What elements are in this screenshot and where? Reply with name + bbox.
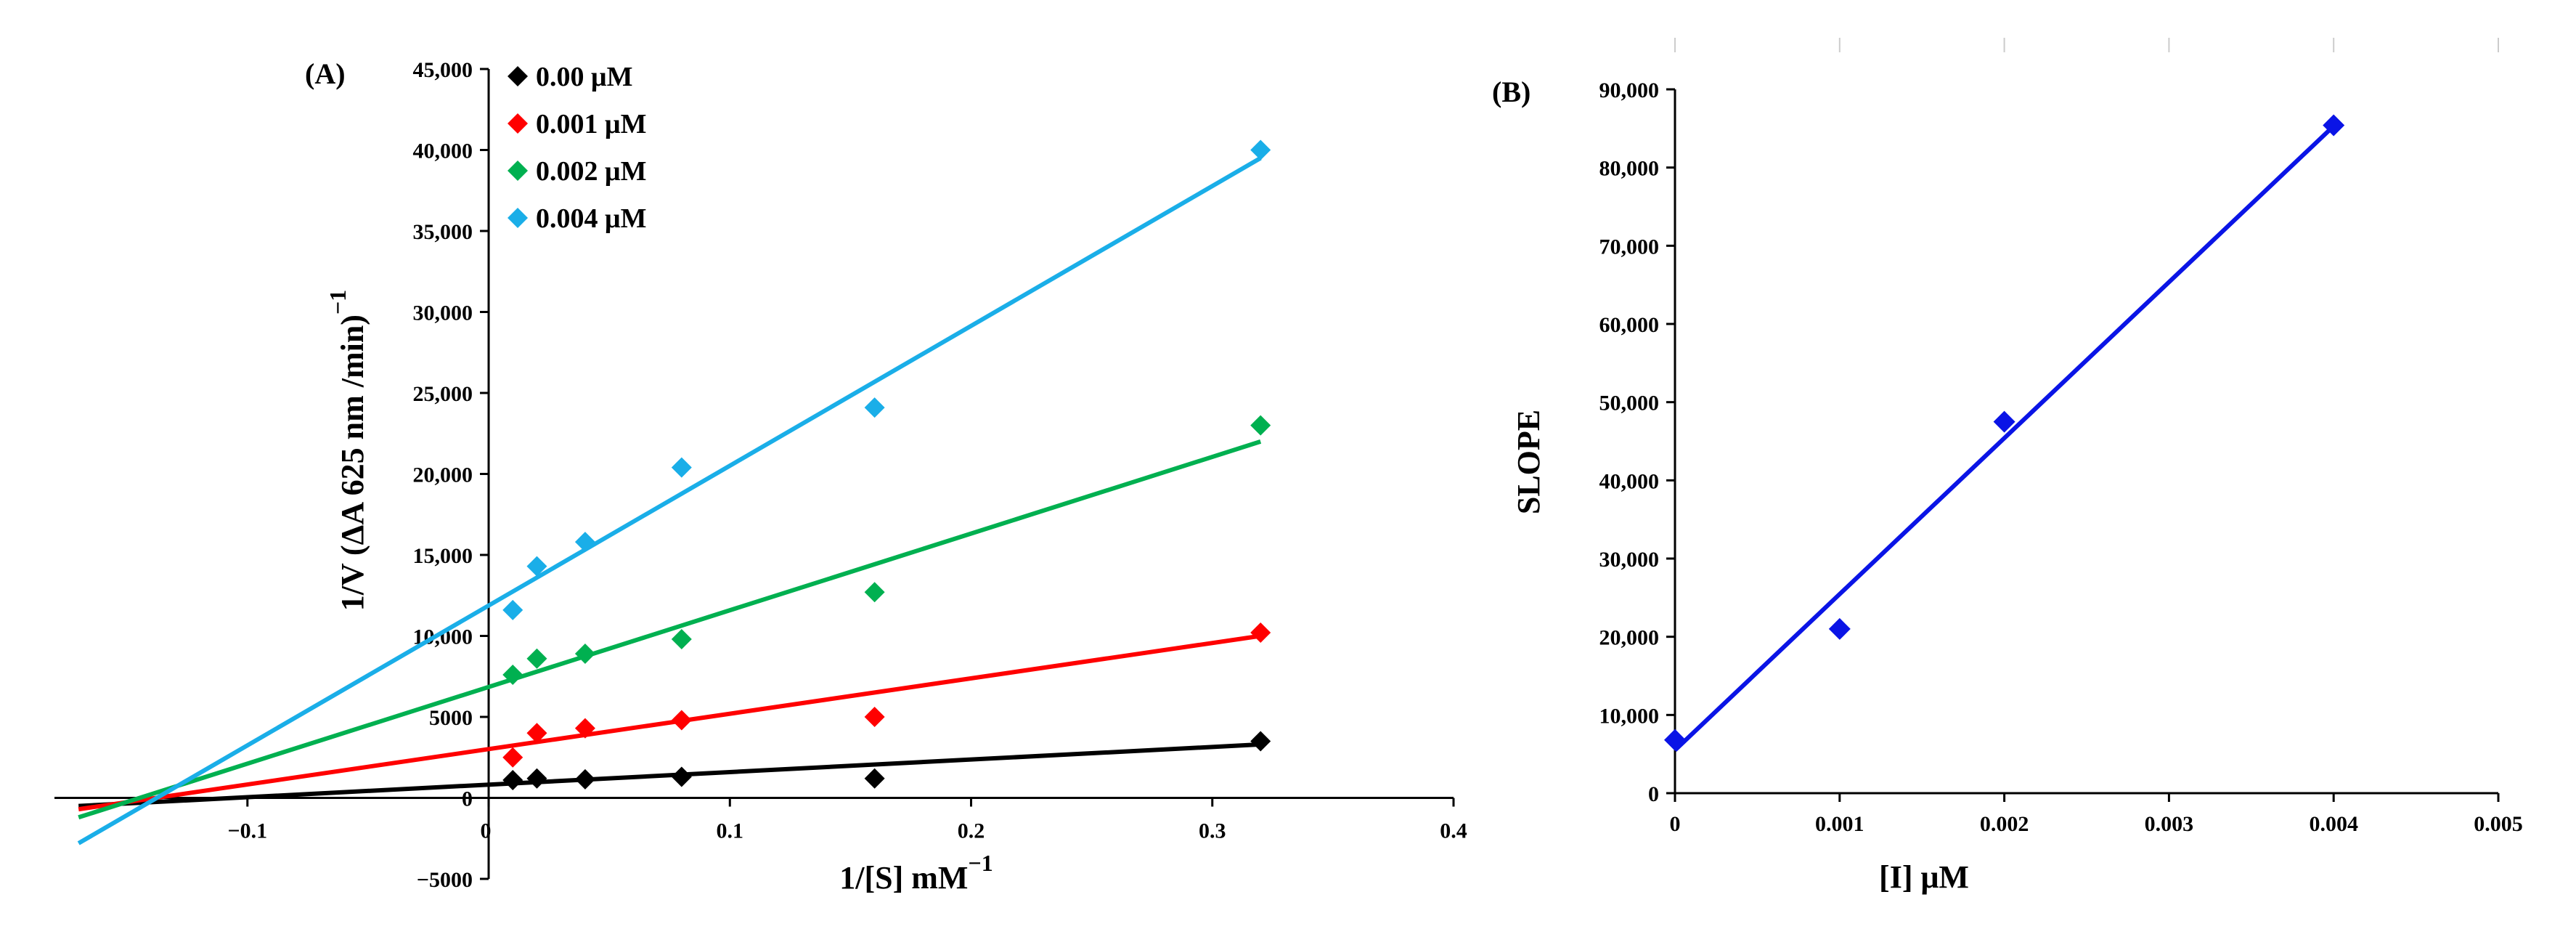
- y-tick-label-b: 0: [1648, 782, 1659, 806]
- y-tick-label-b: 90,000: [1599, 78, 1660, 102]
- x-tick-label-b: 0.001: [1815, 812, 1864, 836]
- x-axis-title-a: 1/[S] mM−1: [839, 850, 993, 896]
- y-tick-label-a: −5000: [417, 868, 473, 892]
- axes-b: [1674, 89, 2498, 795]
- legend-marker-a-0: [508, 66, 529, 86]
- x-tick-label-b: 0.005: [2474, 812, 2523, 836]
- data-point-a-1: [1250, 622, 1271, 644]
- data-point-a-2: [1250, 415, 1271, 436]
- points-a: [502, 139, 1271, 790]
- y-tick-label-b: 10,000: [1599, 704, 1660, 728]
- y-tick-label-a: 25,000: [413, 382, 473, 406]
- data-point-a-3: [502, 599, 523, 620]
- y-tick-label-a: 15,000: [413, 544, 473, 568]
- y-tick-label-a: 30,000: [413, 301, 473, 325]
- y-tick-label-b: 70,000: [1599, 235, 1660, 259]
- x-tick-label-b: 0.002: [1980, 812, 2029, 836]
- data-point-a-2: [574, 644, 595, 665]
- y-tick-label-a: 20,000: [413, 463, 473, 487]
- y-tick-label-b: 60,000: [1599, 313, 1660, 337]
- legend-label-a-2: 0.002 μM: [536, 156, 646, 187]
- x-tick-label-b: 0: [1670, 812, 1681, 836]
- y-tick-label-b: 20,000: [1599, 626, 1660, 650]
- chart-a: (A) −0.1 0 0.1 0.2 0.3 0.4−50000500010,00015,…: [54, 57, 1467, 896]
- legend-label-a-3: 0.004 μM: [536, 203, 646, 234]
- top-ticks-b: [1674, 38, 2499, 52]
- data-point-a-0: [1250, 731, 1271, 752]
- ticks-a: −0.1 0 0.1 0.2 0.3 0.4−50000500010,00015,0002…: [227, 58, 1467, 892]
- fit-lines-b: [1673, 124, 2336, 752]
- y-axis-title-a: 1/V (ΔA 625 nm /min)−1: [325, 290, 370, 611]
- data-point-a-3: [671, 457, 692, 478]
- data-point-b: [2323, 114, 2345, 137]
- data-point-b: [1993, 410, 2015, 433]
- panel-label-a: (A): [305, 57, 346, 90]
- legend-marker-a-3: [508, 208, 529, 228]
- chart-b: (B) 0 0.001 0.002 0.003 0.004 0.005 0 10,000 20,…: [1492, 38, 2523, 895]
- data-point-a-2: [502, 665, 523, 686]
- data-point-a-3: [526, 556, 547, 577]
- data-point-a-3: [1250, 139, 1271, 161]
- data-point-a-3: [574, 532, 595, 553]
- legend-label-a-0: 0.00 μM: [536, 62, 632, 92]
- y-tick-label-a: 40,000: [413, 139, 473, 163]
- y-tick-label-b: 40,000: [1599, 469, 1660, 493]
- y-tick-label-b: 30,000: [1599, 548, 1660, 572]
- legend-marker-a-1: [508, 113, 529, 134]
- data-point-a-2: [526, 648, 547, 669]
- panel-label-b: (B): [1492, 76, 1530, 108]
- data-point-a-1: [502, 747, 523, 768]
- fit-line-a-2: [78, 439, 1262, 820]
- legend-a: 0.00 μM 0.001 μM 0.002 μM 0.004 μM: [508, 62, 646, 234]
- x-tick-label-a: 0.2: [958, 819, 985, 843]
- data-point-a-0: [864, 768, 885, 789]
- fit-line-b: [1673, 124, 2336, 752]
- data-point-a-1: [671, 710, 692, 731]
- data-point-a-0: [526, 768, 547, 789]
- x-tick-label-a: 0: [481, 819, 492, 843]
- ticks-b: 0 0.001 0.002 0.003 0.004 0.005 0 10,000 20,000 3…: [1599, 78, 2523, 836]
- data-point-a-2: [671, 628, 692, 649]
- data-point-a-0: [671, 766, 692, 787]
- fit-line-a-3: [77, 156, 1262, 845]
- x-tick-label-a: 0.3: [1199, 819, 1226, 843]
- y-tick-label-b: 80,000: [1599, 157, 1660, 181]
- y-tick-label-a: 35,000: [413, 220, 473, 244]
- data-point-b: [1664, 729, 1686, 751]
- data-point-a-0: [574, 768, 595, 790]
- fit-lines-a: [77, 156, 1262, 845]
- y-tick-label-b: 50,000: [1599, 392, 1660, 415]
- legend-label-a-1: 0.001 μM: [536, 109, 646, 139]
- data-point-a-3: [864, 397, 885, 418]
- x-tick-label-b: 0.004: [2309, 812, 2358, 836]
- fit-line-a-1: [78, 633, 1261, 812]
- legend-marker-a-2: [508, 161, 529, 181]
- x-tick-label-a: −0.1: [227, 819, 267, 843]
- data-point-a-1: [864, 707, 885, 727]
- fit-line-a-0: [78, 742, 1261, 808]
- x-tick-label-a: 0.4: [1440, 819, 1467, 843]
- y-axis-title-b: SLOPE: [1511, 410, 1546, 514]
- data-point-b: [1828, 617, 1851, 640]
- y-tick-label-a: 45,000: [413, 58, 473, 82]
- x-tick-label-a: 0.1: [717, 819, 744, 843]
- points-b: [1664, 114, 2345, 751]
- y-tick-label-a: 0: [462, 787, 473, 811]
- data-point-a-1: [574, 718, 595, 739]
- x-tick-label-b: 0.003: [2145, 812, 2194, 836]
- data-point-a-0: [502, 769, 523, 790]
- y-tick-label-a: 5000: [429, 706, 473, 730]
- data-point-a-1: [526, 723, 547, 744]
- x-axis-title-b: [I] μM: [1879, 859, 1969, 895]
- data-point-a-2: [864, 582, 885, 603]
